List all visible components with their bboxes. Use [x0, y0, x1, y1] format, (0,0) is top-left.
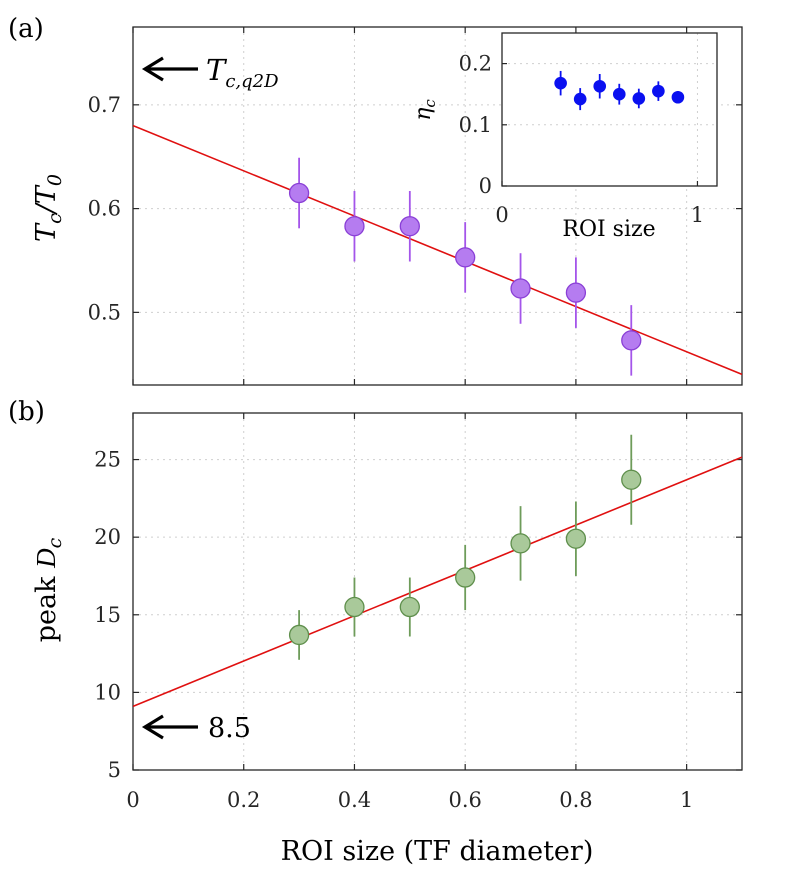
panel-b-data-point	[344, 596, 365, 618]
panel-b-ylabel-symbol: D	[31, 548, 61, 569]
panel-b-data-point	[399, 596, 420, 618]
tc-q2d-label: Tc,q2D	[206, 53, 279, 92]
panel-b-xtick-label: 0.6	[448, 788, 481, 812]
value-8-5-arrow-head	[141, 714, 164, 740]
panel-b-ytick-label: 15	[94, 603, 121, 627]
inset-axes-box	[501, 32, 718, 187]
inset: 0 0.1 0.2 0 1 ηc ROI size	[411, 32, 718, 242]
panel-b-data-point	[621, 469, 642, 490]
panel-a-ylabel-mid: /T	[31, 184, 62, 216]
inset-ylabel: ηc	[411, 99, 439, 121]
panel-a-data-point	[455, 247, 476, 268]
panel-b-xtick-label: 0.8	[559, 788, 592, 812]
panel-a-ytick-label: 0.7	[88, 93, 121, 117]
panel-b-ytick-label: 10	[94, 680, 121, 704]
inset-data-point	[554, 76, 567, 90]
panel-a-ylabel-main: T	[31, 222, 62, 242]
value-8-5-label: 8.5	[208, 713, 251, 744]
inset-data-point	[671, 90, 685, 104]
inset-grid	[502, 33, 717, 186]
panel-b-xtick-label: 1	[680, 788, 693, 812]
panel-b-ytick-label: 20	[94, 525, 121, 549]
inset-ticks: 0 0.1 0.2 0 1	[459, 52, 705, 227]
inset-ytick-label: 0.2	[459, 52, 492, 76]
panel-a-axes-box	[132, 26, 743, 386]
inset-data-point	[612, 87, 626, 101]
panel-a: 0.50.60.7 (a) Tc/T0 Tc,q2D 00.10.20 1 ηc …	[8, 14, 743, 386]
panel-a-data-point	[621, 330, 642, 351]
panel-b-ylabel-main: peak	[31, 568, 62, 642]
panel-b-data-point	[510, 533, 531, 554]
tc-q2d-label-main: T	[206, 53, 228, 87]
inset-data-point	[593, 79, 607, 93]
panel-a-data-point	[288, 182, 310, 204]
panel-a-data-point	[510, 278, 531, 299]
inset-data-point	[652, 84, 665, 98]
panel-a-data-point	[565, 282, 587, 303]
panel-b-points	[288, 434, 642, 660]
panel-a-ylabel-sub1: c	[44, 213, 66, 224]
panel-b-xtick-label: 0.4	[338, 788, 371, 812]
panel-a-ytick-label: 0.5	[88, 300, 121, 324]
panel-a-label: (a)	[8, 14, 44, 44]
panel-a-ticks: 0.5 0.6 0.7	[88, 27, 742, 385]
panel-b-xtick-label: 0	[126, 788, 139, 812]
panel-b-ylabel-sub: c	[44, 537, 66, 548]
tc-q2d-arrow-head	[141, 56, 164, 82]
panel-b-fit-line	[133, 456, 742, 708]
inset-ytick-label: 0.1	[459, 113, 492, 137]
tc-q2d-annotation: Tc,q2D	[141, 53, 279, 92]
inset-xlabel: ROI size	[562, 217, 655, 242]
panel-b-ytick-label: 5	[108, 758, 121, 782]
panel-a-ytick-label: 0.6	[88, 197, 121, 221]
panel-b-xtick-label: 0.2	[227, 788, 260, 812]
panel-a-fit-line	[133, 124, 742, 376]
inset-xtick-label: 0	[495, 203, 508, 227]
panel-b-data-point	[455, 567, 476, 588]
inset-ylabel-main: η	[411, 108, 436, 121]
inset-points	[554, 70, 685, 111]
panel-a-data-point	[344, 216, 365, 237]
inset-ylabel-sub: c	[421, 99, 439, 108]
panel-a-ylabel: Tc/T0	[31, 174, 66, 242]
panel-b-xlabel: ROI size (TF diameter)	[281, 836, 594, 867]
tc-q2d-label-sub: c,q2D	[225, 71, 279, 92]
inset-xtick-label: 1	[691, 203, 704, 227]
panel-b-ytick-label: 25	[94, 448, 121, 472]
inset-background	[502, 33, 717, 186]
panel-a-ylabel-sub2: 0	[44, 174, 66, 186]
inset-data-point	[573, 92, 587, 106]
panel-b-ylabel: peak Dc	[31, 537, 66, 642]
inset-ytick-label: 0	[479, 174, 492, 198]
panel-b-label: (b)	[8, 397, 45, 427]
panel-b-axes-box	[132, 412, 743, 771]
panel-a-points	[288, 157, 642, 376]
inset-data-point	[632, 92, 646, 105]
panel-b-data-point	[565, 528, 587, 549]
panel-a-data-point	[399, 216, 420, 237]
value-8-5-annotation: 8.5	[141, 713, 251, 744]
panel-b-data-point	[288, 624, 310, 646]
